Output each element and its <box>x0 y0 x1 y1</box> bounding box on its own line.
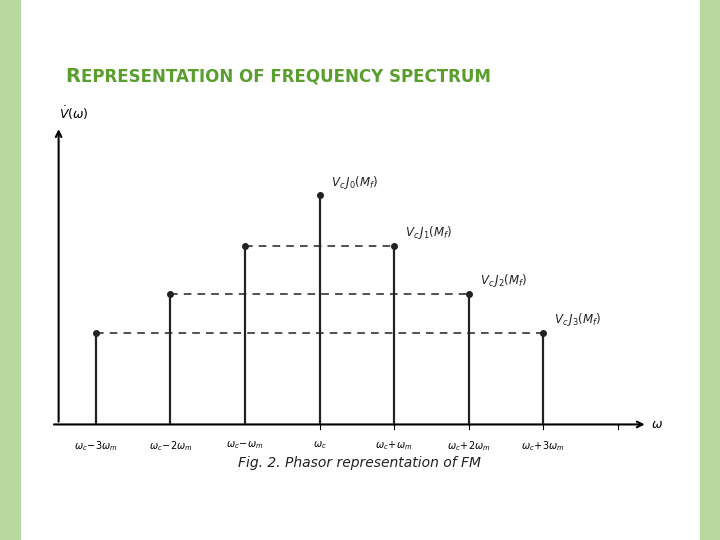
Text: $\omega_c\!-\!2\omega_m$: $\omega_c\!-\!2\omega_m$ <box>148 440 192 453</box>
Text: $V_c\, J_1(M_f)$: $V_c\, J_1(M_f)$ <box>405 224 453 241</box>
Text: $V_c\, J_0(M_f)$: $V_c\, J_0(M_f)$ <box>330 173 378 191</box>
Text: $\omega_c\!+\!2\omega_m$: $\omega_c\!+\!2\omega_m$ <box>447 440 490 453</box>
Text: Fig. 2. Phasor representation of FM: Fig. 2. Phasor representation of FM <box>238 456 482 470</box>
Text: $\omega_c\!-\!\omega_m$: $\omega_c\!-\!\omega_m$ <box>226 440 264 451</box>
Text: EPRESENTATION OF FREQUENCY SPECTRUM: EPRESENTATION OF FREQUENCY SPECTRUM <box>81 68 490 85</box>
Text: $\omega_c\!-\!3\omega_m$: $\omega_c\!-\!3\omega_m$ <box>74 440 117 453</box>
Text: R: R <box>65 68 80 86</box>
Text: $V_c\, J_2(M_f)$: $V_c\, J_2(M_f)$ <box>480 272 527 289</box>
Text: $\omega_c$: $\omega_c$ <box>312 440 326 451</box>
Text: $V_c\, J_3(M_f)$: $V_c\, J_3(M_f)$ <box>554 311 602 328</box>
Text: $\omega$: $\omega$ <box>651 418 663 431</box>
Text: $\omega_c\!+\!\omega_m$: $\omega_c\!+\!\omega_m$ <box>375 440 413 452</box>
Text: $\omega_c\!+\!3\omega_m$: $\omega_c\!+\!3\omega_m$ <box>521 440 565 453</box>
Text: $\dot{V}(\omega)$: $\dot{V}(\omega)$ <box>58 104 89 122</box>
